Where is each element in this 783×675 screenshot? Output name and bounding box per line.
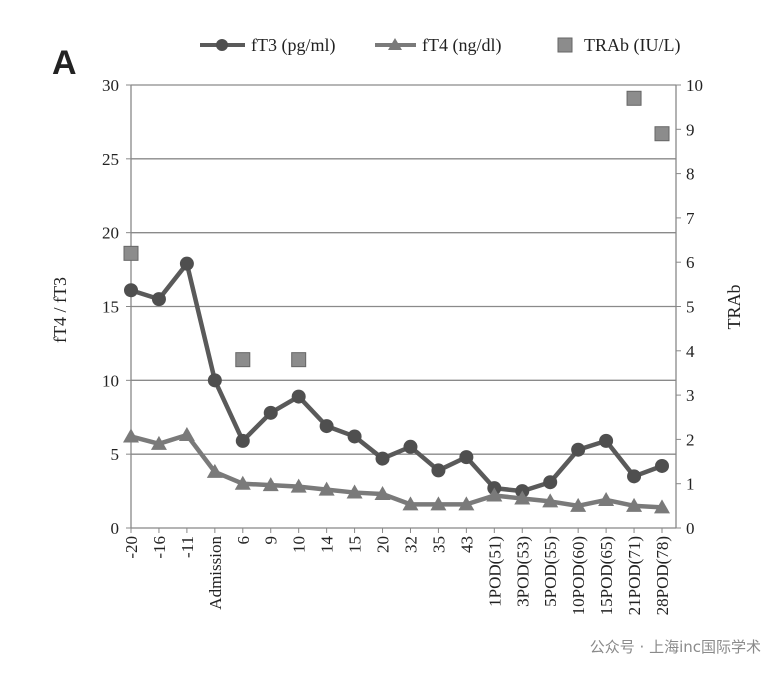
x-tick-label: -11 (178, 536, 197, 558)
data-point-fT4 (542, 493, 559, 508)
data-point-fT3 (627, 469, 642, 484)
y-tick-label: 30 (102, 76, 119, 95)
data-point-fT4 (598, 491, 615, 506)
y2-tick-label: 0 (686, 519, 695, 538)
data-point-fT4 (318, 481, 335, 496)
y2-tick-label: 5 (686, 298, 695, 317)
x-tick-label: Admission (206, 536, 225, 610)
y2-axis-label: TRAb (724, 285, 744, 330)
y2-tick-label: 1 (686, 475, 695, 494)
data-point-fT3 (375, 451, 390, 466)
data-point-fT3 (291, 389, 306, 404)
y-tick-label: 5 (111, 445, 120, 464)
data-point-TRAb (235, 352, 251, 368)
data-point-fT3 (347, 429, 362, 444)
data-point-fT3 (179, 256, 194, 271)
data-point-fT4 (206, 463, 223, 478)
x-tick-label: 5POD(55) (541, 536, 560, 607)
data-point-fT3 (655, 458, 669, 473)
x-tick-label: 10 (290, 536, 309, 553)
x-tick-label: 15POD(65) (597, 536, 616, 615)
data-point-fT4 (374, 486, 391, 501)
legend-TRAb-label: TRAb (IU/L) (584, 35, 680, 56)
data-point-fT4 (178, 426, 195, 441)
x-tick-label: 20 (374, 536, 393, 553)
data-point-fT4 (514, 490, 531, 505)
data-point-TRAb (123, 245, 139, 261)
data-point-fT3 (431, 463, 446, 478)
x-tick-label: 35 (429, 536, 448, 553)
x-tick-label: 43 (457, 536, 476, 553)
data-point-fT4 (234, 475, 251, 490)
watermark: 公众号 · 上海inc国际学术 (589, 638, 761, 656)
data-point-fT4 (346, 484, 363, 499)
x-tick-label: 14 (318, 536, 337, 554)
panel-label: A (52, 44, 77, 82)
data-point-fT4 (262, 477, 279, 492)
y-tick-label: 0 (111, 519, 120, 538)
y2-tick-label: 6 (686, 253, 695, 272)
y-axis-label: fT4 / fT3 (50, 277, 70, 343)
data-point-fT4 (458, 496, 475, 511)
data-point-fT4 (654, 499, 670, 514)
y2-tick-label: 3 (686, 386, 695, 405)
series-line-0 (130, 261, 663, 494)
data-point-TRAb (654, 126, 670, 142)
data-point-fT4 (123, 428, 139, 443)
data-point-fT4 (290, 478, 307, 493)
x-tick-label: 15 (346, 536, 365, 553)
y-tick-label: 20 (102, 224, 119, 243)
x-tick-label: 21POD(71) (625, 536, 644, 615)
y-tick-label: 10 (102, 371, 119, 390)
data-point-TRAb (626, 90, 642, 106)
data-point-fT4 (570, 497, 587, 512)
data-point-fT3 (151, 292, 166, 307)
y-tick-label: 25 (102, 150, 119, 169)
data-point-fT4 (150, 435, 167, 450)
data-point-fT3 (459, 450, 474, 465)
data-point-fT4 (626, 497, 643, 512)
data-point-fT3 (319, 419, 334, 434)
data-point-fT3 (124, 283, 138, 298)
x-tick-label: 10POD(60) (569, 536, 588, 615)
y2-tick-label: 2 (686, 430, 695, 449)
data-point-fT3 (403, 439, 418, 454)
x-tick-label: 28POD(78) (653, 536, 672, 615)
x-tick-label: 32 (401, 536, 420, 553)
y2-tick-label: 9 (686, 120, 695, 139)
data-point-fT3 (263, 405, 278, 420)
x-tick-label: 3POD(53) (513, 536, 532, 607)
x-tick-label: -16 (150, 536, 169, 559)
data-point-fT3 (571, 442, 586, 457)
data-point-fT4 (430, 496, 447, 511)
legend-TRAb-marker (557, 37, 573, 53)
x-tick-label: 6 (234, 536, 253, 545)
legend-fT3-label: fT3 (pg/ml) (251, 35, 335, 56)
y2-tick-label: 4 (686, 342, 695, 361)
legend-fT4-marker (388, 38, 402, 50)
y2-tick-label: 7 (686, 209, 695, 228)
legend-fT4-label: fT4 (ng/dl) (422, 35, 501, 56)
data-point-fT4 (486, 487, 503, 502)
data-point-fT3 (235, 433, 250, 448)
x-tick-label: 9 (262, 536, 281, 545)
data-point-fT4 (402, 496, 419, 511)
x-tick-label: 1POD(51) (485, 536, 504, 607)
y2-tick-label: 8 (686, 165, 695, 184)
y-tick-label: 15 (102, 298, 119, 317)
y2-tick-label: 10 (686, 76, 703, 95)
data-point-fT3 (599, 433, 614, 448)
legend-fT3-marker (216, 39, 228, 51)
data-point-fT3 (543, 475, 558, 490)
x-tick-label: -20 (122, 536, 141, 559)
data-point-TRAb (291, 352, 307, 368)
data-point-fT3 (207, 373, 222, 388)
